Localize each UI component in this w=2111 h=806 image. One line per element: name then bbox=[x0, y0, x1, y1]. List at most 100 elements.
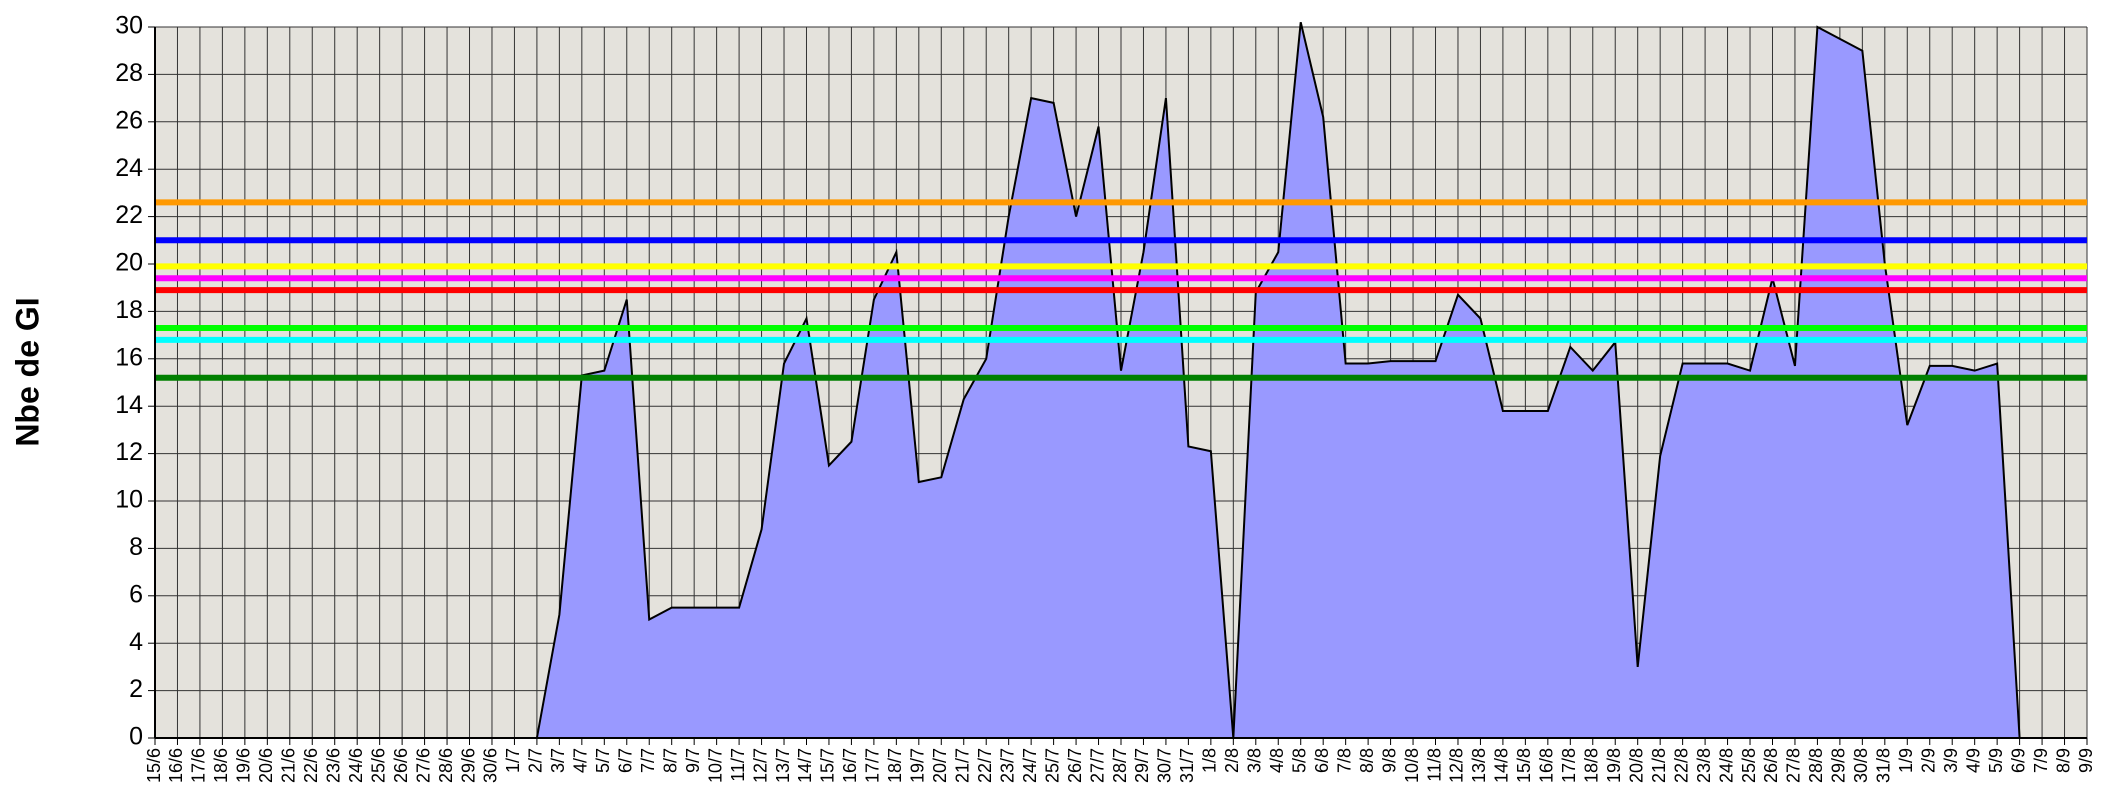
x-tick-label: 12/7 bbox=[750, 748, 770, 783]
x-tick-label: 28/8 bbox=[1806, 748, 1826, 783]
x-tick-label: 21/7 bbox=[952, 748, 972, 783]
x-tick-label: 10/8 bbox=[1402, 748, 1422, 783]
y-tick-label: 4 bbox=[129, 628, 143, 656]
x-tick-label: 17/6 bbox=[189, 748, 209, 783]
x-tick-label: 5/8 bbox=[1289, 748, 1309, 773]
x-tick-label: 1/7 bbox=[503, 748, 523, 773]
y-tick-label: 0 bbox=[129, 723, 143, 751]
x-tick-label: 27/7 bbox=[1087, 748, 1107, 783]
x-tick-label: 12/8 bbox=[1447, 748, 1467, 783]
y-tick-label: 18 bbox=[115, 296, 143, 324]
x-tick-label: 9/9 bbox=[2076, 748, 2096, 773]
x-tick-label: 22/6 bbox=[301, 748, 321, 783]
x-tick-label: 6/7 bbox=[616, 748, 636, 773]
x-tick-label: 3/7 bbox=[548, 748, 568, 773]
y-tick-label: 24 bbox=[115, 154, 143, 182]
y-tick-label: 6 bbox=[129, 580, 143, 608]
x-tick-label: 23/7 bbox=[997, 748, 1017, 783]
y-tick-label: 22 bbox=[115, 201, 143, 229]
x-tick-label: 30/6 bbox=[481, 748, 501, 783]
x-tick-label: 8/7 bbox=[660, 748, 680, 773]
x-tick-label: 16/7 bbox=[840, 748, 860, 783]
x-tick-label: 13/8 bbox=[1469, 748, 1489, 783]
x-tick-label: 19/6 bbox=[234, 748, 254, 783]
x-tick-label: 4/7 bbox=[571, 748, 591, 773]
x-tick-label: 4/9 bbox=[1963, 748, 1983, 773]
x-tick-label: 4/8 bbox=[1267, 748, 1287, 773]
y-tick-label: 12 bbox=[115, 438, 143, 466]
x-tick-label: 16/6 bbox=[166, 748, 186, 783]
x-tick-label: 22/7 bbox=[975, 748, 995, 783]
x-tick-label: 27/6 bbox=[413, 748, 433, 783]
x-tick-label: 16/8 bbox=[1537, 748, 1557, 783]
x-tick-label: 5/9 bbox=[1986, 748, 2006, 773]
x-tick-label: 30/8 bbox=[1851, 748, 1871, 783]
x-tick-label: 18/7 bbox=[885, 748, 905, 783]
x-tick-label: 9/7 bbox=[683, 748, 703, 773]
x-tick-label: 29/6 bbox=[458, 748, 478, 783]
x-tick-label: 18/8 bbox=[1582, 748, 1602, 783]
x-tick-label: 27/8 bbox=[1784, 748, 1804, 783]
x-tick-label: 10/7 bbox=[705, 748, 725, 783]
x-tick-label: 2/7 bbox=[526, 748, 546, 773]
y-tick-label: 2 bbox=[129, 675, 143, 703]
x-tick-label: 7/8 bbox=[1334, 748, 1354, 773]
x-tick-label: 14/7 bbox=[795, 748, 815, 783]
x-tick-label: 3/8 bbox=[1245, 748, 1265, 773]
x-tick-label: 26/8 bbox=[1761, 748, 1781, 783]
x-tick-label: 8/8 bbox=[1357, 748, 1377, 773]
y-tick-label: 30 bbox=[115, 12, 143, 40]
x-tick-label: 28/6 bbox=[436, 748, 456, 783]
y-tick-label: 14 bbox=[115, 391, 143, 419]
x-tick-label: 31/7 bbox=[1177, 748, 1197, 783]
x-tick-label: 22/8 bbox=[1671, 748, 1691, 783]
x-tick-label: 29/7 bbox=[1132, 748, 1152, 783]
x-tick-label: 20/6 bbox=[256, 748, 276, 783]
x-tick-label: 2/8 bbox=[1222, 748, 1242, 773]
y-tick-label: 10 bbox=[115, 486, 143, 514]
x-tick-label: 23/6 bbox=[323, 748, 343, 783]
x-tick-label: 17/8 bbox=[1559, 748, 1579, 783]
y-axis-label: Nbe de GI bbox=[9, 297, 45, 446]
x-tick-label: 24/8 bbox=[1716, 748, 1736, 783]
x-tick-label: 24/6 bbox=[346, 748, 366, 783]
y-tick-label: 8 bbox=[129, 533, 143, 561]
x-tick-label: 31/8 bbox=[1874, 748, 1894, 783]
x-tick-label: 3/9 bbox=[1941, 748, 1961, 773]
y-tick-label: 26 bbox=[115, 106, 143, 134]
x-tick-label: 26/6 bbox=[391, 748, 411, 783]
y-tick-label: 20 bbox=[115, 249, 143, 277]
x-tick-label: 15/7 bbox=[818, 748, 838, 783]
x-tick-label: 7/7 bbox=[638, 748, 658, 773]
y-tick-label: 28 bbox=[115, 59, 143, 87]
x-tick-label: 24/7 bbox=[1020, 748, 1040, 783]
x-tick-label: 29/8 bbox=[1829, 748, 1849, 783]
x-tick-label: 6/9 bbox=[2008, 748, 2028, 773]
x-tick-label: 13/7 bbox=[773, 748, 793, 783]
x-tick-label: 1/8 bbox=[1200, 748, 1220, 773]
x-tick-label: 18/6 bbox=[211, 748, 231, 783]
x-tick-label: 23/8 bbox=[1694, 748, 1714, 783]
x-tick-label: 25/8 bbox=[1739, 748, 1759, 783]
x-tick-label: 9/8 bbox=[1379, 748, 1399, 773]
x-tick-label: 19/8 bbox=[1604, 748, 1624, 783]
x-tick-label: 20/8 bbox=[1626, 748, 1646, 783]
x-tick-label: 6/8 bbox=[1312, 748, 1332, 773]
y-tick-label: 16 bbox=[115, 343, 143, 371]
x-tick-label: 19/7 bbox=[908, 748, 928, 783]
x-tick-label: 1/9 bbox=[1896, 748, 1916, 773]
x-tick-label: 25/7 bbox=[1042, 748, 1062, 783]
x-tick-label: 15/6 bbox=[144, 748, 164, 783]
x-tick-label: 8/9 bbox=[2053, 748, 2073, 773]
x-tick-label: 28/7 bbox=[1110, 748, 1130, 783]
x-tick-label: 11/7 bbox=[728, 748, 748, 782]
x-tick-label: 17/7 bbox=[863, 748, 883, 783]
x-tick-label: 21/6 bbox=[279, 748, 299, 783]
x-tick-label: 25/6 bbox=[368, 748, 388, 783]
x-tick-label: 30/7 bbox=[1155, 748, 1175, 783]
x-tick-label: 15/8 bbox=[1514, 748, 1534, 783]
x-tick-label: 20/7 bbox=[930, 748, 950, 783]
x-tick-label: 14/8 bbox=[1492, 748, 1512, 783]
x-tick-label: 21/8 bbox=[1649, 748, 1669, 783]
